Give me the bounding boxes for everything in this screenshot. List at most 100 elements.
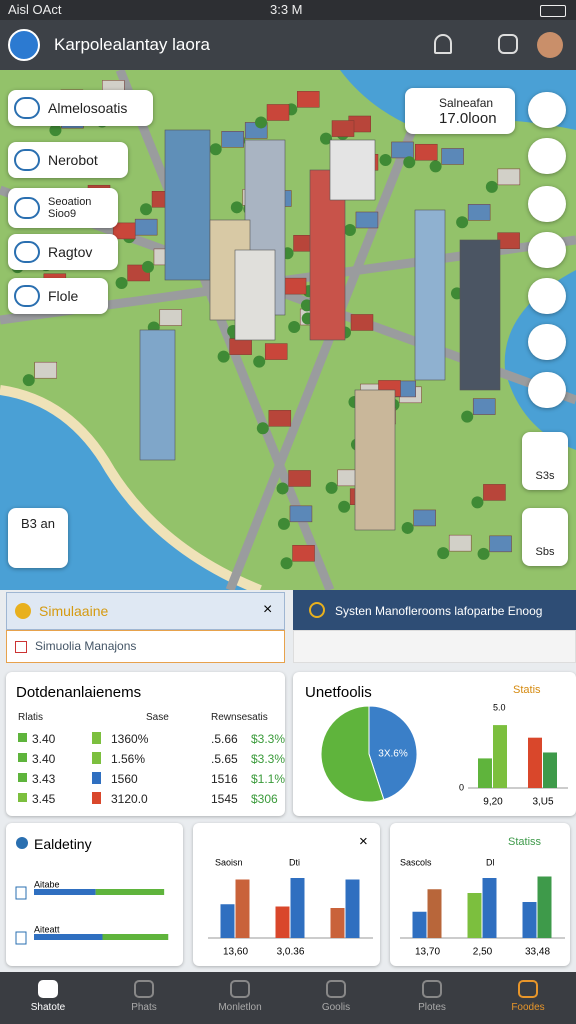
pie-slice xyxy=(368,705,418,801)
table-cell: $1.1% xyxy=(251,772,286,786)
tree xyxy=(485,180,498,193)
nav-item[interactable]: Plotes xyxy=(384,972,480,1024)
tree xyxy=(141,260,154,273)
balance-card: Ealdetiny Aitabe Aiteatt xyxy=(6,823,183,966)
nav-icon xyxy=(38,980,58,998)
house xyxy=(268,410,292,427)
house xyxy=(34,361,58,379)
layer-button[interactable]: Seoation Sioo9 xyxy=(8,188,118,228)
nav-item[interactable]: Foodes xyxy=(480,972,576,1024)
map-tool[interactable] xyxy=(528,186,566,222)
tree xyxy=(437,547,450,560)
map-tool[interactable] xyxy=(528,278,566,314)
bar xyxy=(537,876,552,938)
logo[interactable] xyxy=(8,29,40,61)
progress-segment xyxy=(95,889,165,895)
house xyxy=(489,535,512,553)
bar xyxy=(478,758,492,788)
nav-icon xyxy=(326,980,346,998)
table-header: Rewnsesatis xyxy=(211,712,268,723)
status-bar: Aisl OAct 3:3 M xyxy=(0,0,576,20)
layer-icon xyxy=(14,197,40,219)
table-cell: $3.3% xyxy=(251,732,286,746)
layer-text: Flole xyxy=(48,288,78,304)
tower xyxy=(329,139,376,201)
row-label: Aitabe xyxy=(34,879,60,889)
nav-icon xyxy=(518,980,538,998)
balance-bars: Aitabe Aiteatt xyxy=(15,879,169,945)
tree xyxy=(280,557,293,570)
bar xyxy=(235,879,250,938)
sim-item[interactable]: Simuolia Manajons xyxy=(6,630,285,663)
link[interactable]: Statiss xyxy=(508,836,542,848)
house xyxy=(483,484,506,501)
bar xyxy=(467,893,482,938)
beach xyxy=(0,385,262,590)
system-icon xyxy=(309,602,325,618)
tree xyxy=(320,132,333,145)
map-tool[interactable] xyxy=(528,232,566,268)
profile-icon[interactable] xyxy=(434,34,452,54)
house xyxy=(159,309,183,326)
tree xyxy=(343,223,356,236)
tree xyxy=(255,116,268,129)
house xyxy=(221,131,244,148)
tree xyxy=(49,124,62,137)
layer-button[interactable]: Ragtov xyxy=(8,234,118,270)
layer-label: Ragtov xyxy=(48,244,93,260)
avatar[interactable] xyxy=(537,32,563,58)
close-button[interactable]: × xyxy=(263,601,273,618)
bar xyxy=(427,889,442,938)
sim-icon xyxy=(15,603,31,619)
nav-item[interactable]: Shatote xyxy=(0,972,96,1024)
layer-button[interactable]: Nerobot xyxy=(8,142,128,178)
app-title: Karpolealantay laora xyxy=(54,35,210,54)
bar xyxy=(543,752,557,788)
info-value: 17.0loon xyxy=(439,109,497,127)
info-card[interactable]: Salneafan 17.0loon xyxy=(405,88,515,134)
tree xyxy=(325,481,338,494)
layer-button[interactable]: Flole xyxy=(8,278,108,314)
data-card: Dotdenanlaienems Rlatis Sase Rewnsesatis 3.… xyxy=(6,672,285,816)
nav-label: Goolis xyxy=(321,1002,351,1013)
zoom-box[interactable]: B3 an xyxy=(8,508,68,568)
sim-title: Simulaaine xyxy=(39,603,109,619)
tree xyxy=(401,521,414,534)
pie-annotation: 3X.6% xyxy=(378,749,408,760)
side-button[interactable]: Sbs xyxy=(522,508,568,566)
map-tool[interactable] xyxy=(528,138,566,174)
sim-item-text: Simuolia Manajons xyxy=(35,639,137,653)
card-title: Dotdenanlaienems xyxy=(16,684,142,701)
row-marker xyxy=(92,732,101,744)
nav-item[interactable]: Phats xyxy=(96,972,192,1024)
carrier: Aisl OAct xyxy=(8,2,62,17)
bar xyxy=(528,737,542,788)
nav-item[interactable]: Monletlon xyxy=(192,972,288,1024)
map-tool[interactable] xyxy=(528,372,566,408)
units-card: Unetfoolis Statis 3X.6% 9,20 3,U5 5.0 0 xyxy=(293,672,576,816)
house xyxy=(448,534,472,552)
tree xyxy=(277,517,290,530)
row-marker xyxy=(92,772,101,784)
side-button[interactable]: S3s xyxy=(522,432,568,490)
x-tick-label: 2,50 xyxy=(473,947,493,958)
row-marker xyxy=(18,793,27,802)
layer-label: Almelosoatis xyxy=(48,100,128,116)
progress-segment xyxy=(34,889,96,895)
link[interactable]: Statis xyxy=(513,684,541,696)
map-tool[interactable] xyxy=(528,324,566,360)
table-header: Rlatis xyxy=(18,712,44,723)
nav-item[interactable]: Goolis xyxy=(288,972,384,1024)
tree xyxy=(217,350,230,363)
house xyxy=(497,168,521,186)
house xyxy=(112,222,136,240)
layer-button[interactable]: Almelosoatis xyxy=(8,90,153,126)
house xyxy=(441,148,464,165)
bar xyxy=(522,902,537,938)
sim-panel-header: Simulaaine × xyxy=(6,592,285,630)
chart-label: Dl xyxy=(486,857,495,867)
bar xyxy=(290,878,305,938)
settings-icon[interactable] xyxy=(498,34,518,54)
map-tool[interactable] xyxy=(528,92,566,128)
close-button[interactable]: × xyxy=(359,833,368,850)
